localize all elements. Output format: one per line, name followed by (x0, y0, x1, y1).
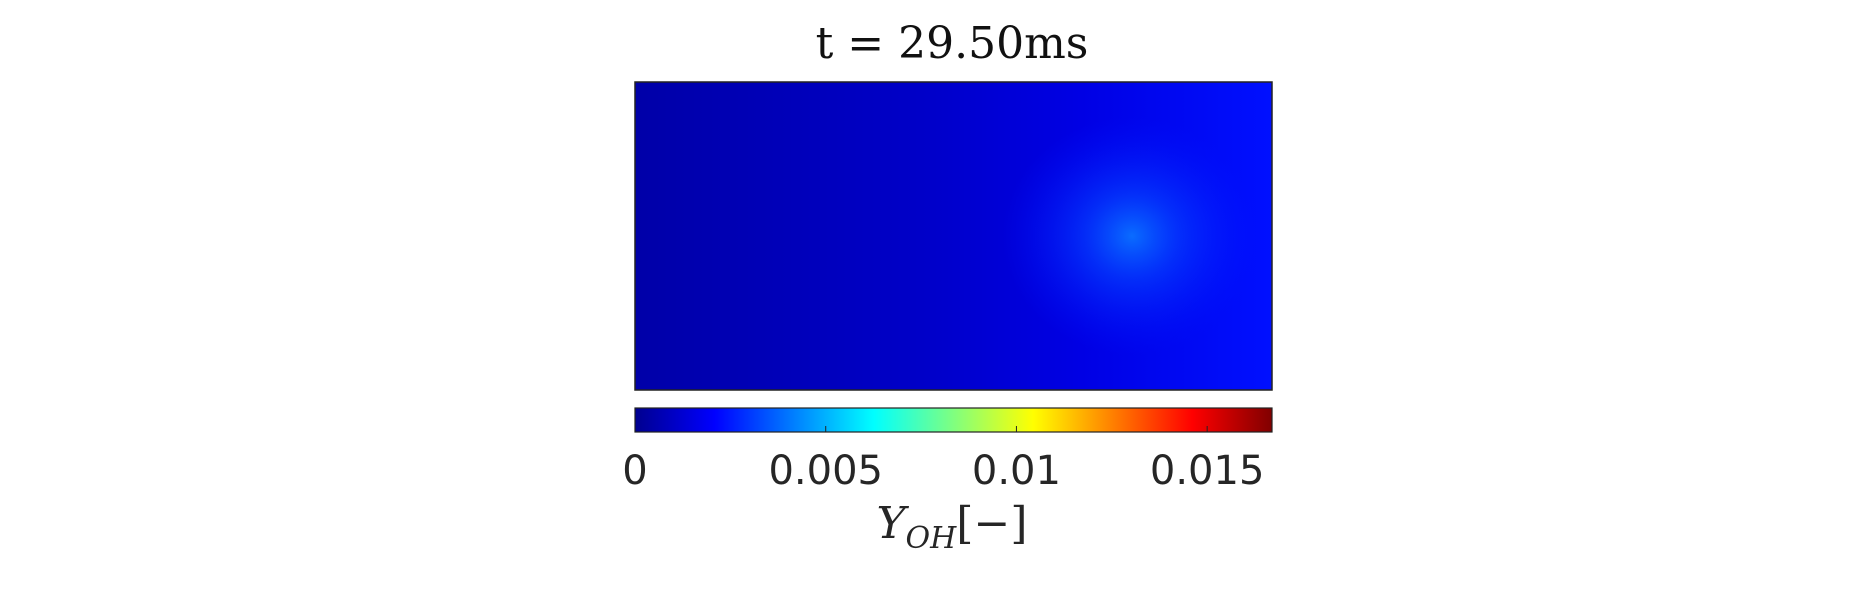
colorbar-gradient (635, 408, 1272, 432)
chart-title: t = 29.50ms (816, 18, 1089, 69)
heatmap-field (634, 81, 1273, 391)
colorbar-label: YOH[−] (876, 498, 1027, 556)
oh-hotspot (1002, 116, 1262, 356)
colorbar-ticks (825, 426, 1208, 432)
colorbar-label-main: Y (876, 498, 909, 549)
colorbar-tick-label: 0.01 (972, 448, 1061, 494)
colorbar-tick-label: 0.015 (1150, 448, 1265, 494)
colorbar-frame (634, 407, 1273, 433)
colorbar-tick-labels: 0 0.005 0.01 0.015 (622, 448, 1264, 494)
colorbar-tick-label: 0.005 (768, 448, 883, 494)
colorbar-tick-label: 0 (622, 448, 647, 494)
field-frame (634, 81, 1273, 391)
colorbar-label-sub: OH (906, 521, 958, 556)
colorbar: 0 0.005 0.01 0.015 YOH[−] (622, 407, 1273, 556)
colorbar-label-unit: [−] (956, 498, 1027, 549)
